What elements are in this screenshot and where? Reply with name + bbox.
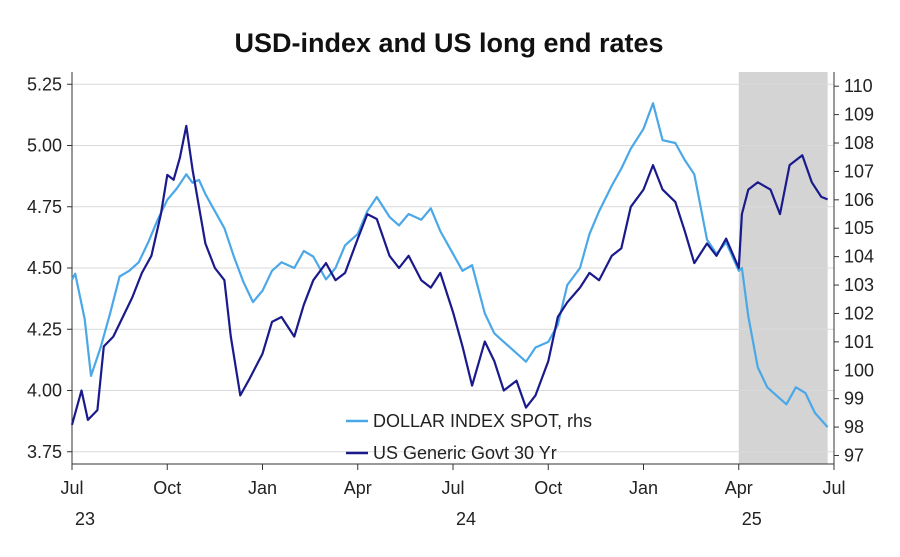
- chart-title: USD-index and US long end rates: [234, 28, 663, 58]
- x-tick-label: Jan: [248, 478, 277, 498]
- right-tick-label: 99: [844, 389, 864, 409]
- right-tick-label: 102: [844, 303, 874, 323]
- left-tick-label: 5.00: [27, 136, 62, 156]
- series-lines: [70, 102, 829, 428]
- x-year-label: 24: [456, 509, 476, 529]
- right-tick-label: 104: [844, 247, 874, 267]
- right-tick-label: 106: [844, 190, 874, 210]
- x-tick-label: Apr: [344, 478, 372, 498]
- right-tick-label: 105: [844, 218, 874, 238]
- right-tick-label: 101: [844, 332, 874, 352]
- x-tick-label: Jul: [822, 478, 845, 498]
- left-tick-label: 4.25: [27, 319, 62, 339]
- right-tick-label: 107: [844, 161, 874, 181]
- left-tick-label: 3.75: [27, 442, 62, 462]
- x-tick-label: Jul: [60, 478, 83, 498]
- right-tick-label: 109: [844, 105, 874, 125]
- right-tick-label: 103: [844, 275, 874, 295]
- series-line-dollar-index: [71, 102, 829, 428]
- x-year-label: 23: [75, 509, 95, 529]
- x-tick-label: Oct: [153, 478, 181, 498]
- right-tick-label: 98: [844, 417, 864, 437]
- left-tick-label: 5.25: [27, 74, 62, 94]
- right-tick-label: 100: [844, 360, 874, 380]
- right-tick-label: 110: [844, 76, 873, 96]
- x-tick-label: Jan: [629, 478, 658, 498]
- gridlines: [72, 83, 834, 453]
- left-tick-label: 4.50: [27, 258, 62, 278]
- series-line-us-30yr-yield: [70, 124, 829, 426]
- x-tick-label: Oct: [534, 478, 562, 498]
- right-tick-label: 97: [844, 445, 864, 465]
- legend: DOLLAR INDEX SPOT, rhs US Generic Govt 30…: [346, 411, 592, 463]
- left-tick-label: 4.75: [27, 197, 62, 217]
- legend-label: DOLLAR INDEX SPOT, rhs: [373, 411, 592, 431]
- legend-label: US Generic Govt 30 Yr: [373, 443, 557, 463]
- tick-labels: 3.75 4.00 4.25 4.50 4.75 5.00 5.25 97 98 99 100 101…: [27, 74, 874, 529]
- x-year-label: 25: [742, 509, 762, 529]
- left-tick-label: 4.00: [27, 381, 62, 401]
- x-tick-label: Jul: [441, 478, 464, 498]
- x-tick-label: Apr: [725, 478, 753, 498]
- right-tick-label: 108: [844, 133, 874, 153]
